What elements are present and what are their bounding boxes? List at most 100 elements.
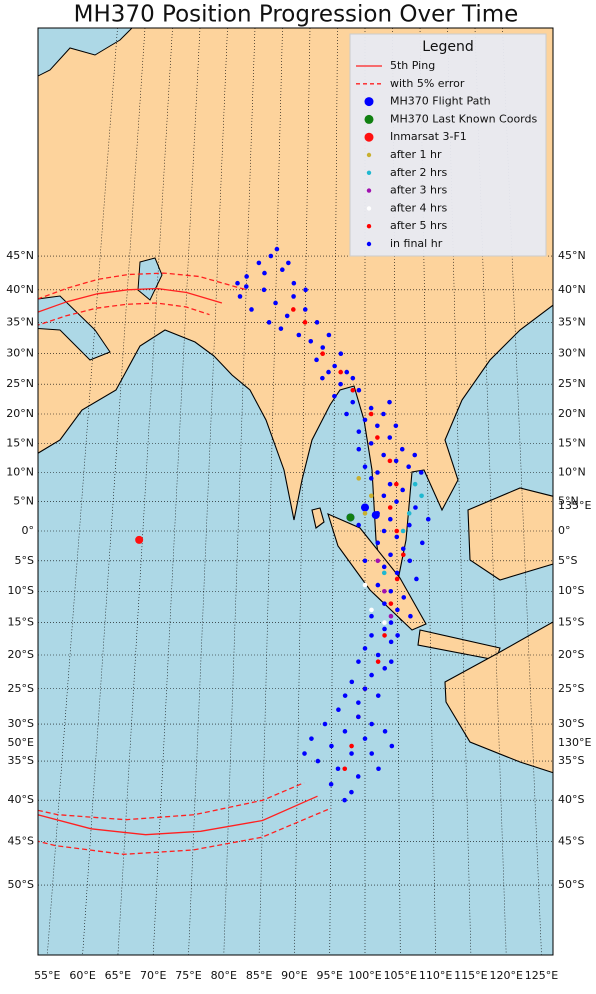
position-point	[332, 363, 337, 369]
australia	[444, 621, 553, 774]
lat-label-left: 15°N	[6, 436, 34, 449]
position-point	[356, 659, 361, 664]
position-point	[394, 570, 400, 576]
position-point	[328, 781, 334, 787]
position-point	[320, 351, 325, 357]
lat-label-right: 45°S	[558, 834, 584, 847]
lat-label-left: 40°S	[8, 793, 34, 806]
legend-label: after 5 hrs	[390, 219, 448, 232]
position-point	[388, 659, 394, 664]
position-point	[278, 326, 284, 331]
lat-label-left: 20°S	[8, 648, 34, 661]
lat-label-left: 45°N	[6, 249, 34, 262]
legend-label: in final hr	[390, 237, 443, 250]
position-point	[362, 736, 368, 741]
position-point	[388, 620, 394, 625]
position-point	[395, 633, 400, 638]
position-point	[266, 320, 272, 325]
position-point	[362, 464, 368, 469]
lat-label-right: 40°S	[558, 793, 584, 806]
position-point	[400, 546, 406, 552]
position-point	[322, 721, 328, 727]
position-point	[400, 487, 405, 493]
position-point	[356, 429, 362, 434]
position-point	[375, 540, 381, 546]
lon-label: 75°E	[175, 969, 201, 982]
position-point	[388, 601, 394, 606]
lat-label-left: 5°N	[13, 495, 34, 508]
position-point	[408, 613, 413, 619]
lat-label-right: 5°S	[558, 554, 577, 567]
legend-swatch	[364, 114, 374, 124]
position-point	[387, 458, 393, 464]
lat-label-right: 25°S	[558, 682, 584, 695]
lat-label-right: 45°N	[558, 249, 586, 262]
position-point	[235, 280, 240, 286]
position-point	[286, 260, 291, 266]
position-point	[388, 552, 393, 558]
lon-label: 100°E	[348, 969, 381, 982]
meridian-line	[82, 28, 146, 955]
position-point	[262, 270, 267, 276]
legend-label: after 2 hrs	[390, 166, 448, 179]
position-point	[401, 552, 406, 558]
position-point	[356, 387, 362, 393]
edge-label: 130°E	[558, 736, 591, 749]
position-point	[356, 700, 361, 705]
position-point	[419, 540, 425, 546]
lat-label-right: 10°N	[558, 466, 586, 479]
position-point	[388, 613, 394, 619]
position-point	[342, 693, 348, 698]
position-point	[375, 470, 380, 475]
position-point	[412, 481, 418, 487]
position-point	[362, 417, 368, 423]
position-point	[244, 274, 249, 279]
position-point	[273, 300, 278, 306]
lat-label-left: 10°N	[6, 466, 34, 479]
legend-title: Legend	[422, 39, 473, 55]
lat-label-right: 15°N	[558, 436, 586, 449]
position-point	[302, 307, 308, 312]
position-point	[382, 666, 388, 671]
position-point	[406, 464, 411, 469]
sri-lanka	[311, 507, 325, 529]
lat-label-right: 35°S	[558, 754, 584, 767]
position-point	[362, 686, 368, 692]
lat-label-left: 25°S	[8, 682, 34, 695]
position-point	[338, 369, 343, 375]
position-point	[303, 287, 308, 293]
position-point	[355, 774, 361, 779]
position-point	[375, 659, 381, 664]
lon-label: 65°E	[105, 969, 131, 982]
position-point	[381, 570, 387, 576]
position-point	[381, 452, 386, 458]
map-frame	[37, 27, 554, 956]
lat-label-right: 40°N	[558, 283, 586, 296]
lon-label: 60°E	[69, 969, 95, 982]
position-point	[375, 435, 380, 440]
position-point	[344, 411, 349, 417]
position-point	[418, 470, 424, 475]
position-point	[342, 766, 348, 772]
legend-label: Inmarsat 3-F1	[390, 130, 467, 143]
legend-label: after 1 hr	[390, 148, 442, 161]
legend-swatch	[366, 188, 372, 193]
lat-label-left: 15°S	[8, 616, 34, 629]
legend-swatch	[366, 241, 372, 247]
position-point	[382, 626, 387, 632]
data-layer	[38, 246, 431, 855]
position-point	[375, 423, 380, 429]
lat-label-right: 5°N	[558, 495, 579, 508]
position-point	[407, 522, 412, 528]
lat-label-right: 0°	[558, 524, 571, 537]
position-point	[320, 345, 326, 350]
position-point	[284, 313, 290, 319]
position-point	[425, 516, 431, 522]
position-point	[401, 595, 407, 600]
position-point	[350, 375, 356, 381]
position-point	[381, 493, 387, 499]
position-point	[302, 751, 307, 756]
position-point	[382, 588, 387, 594]
legend-swatch	[366, 206, 372, 211]
position-point	[362, 646, 368, 651]
